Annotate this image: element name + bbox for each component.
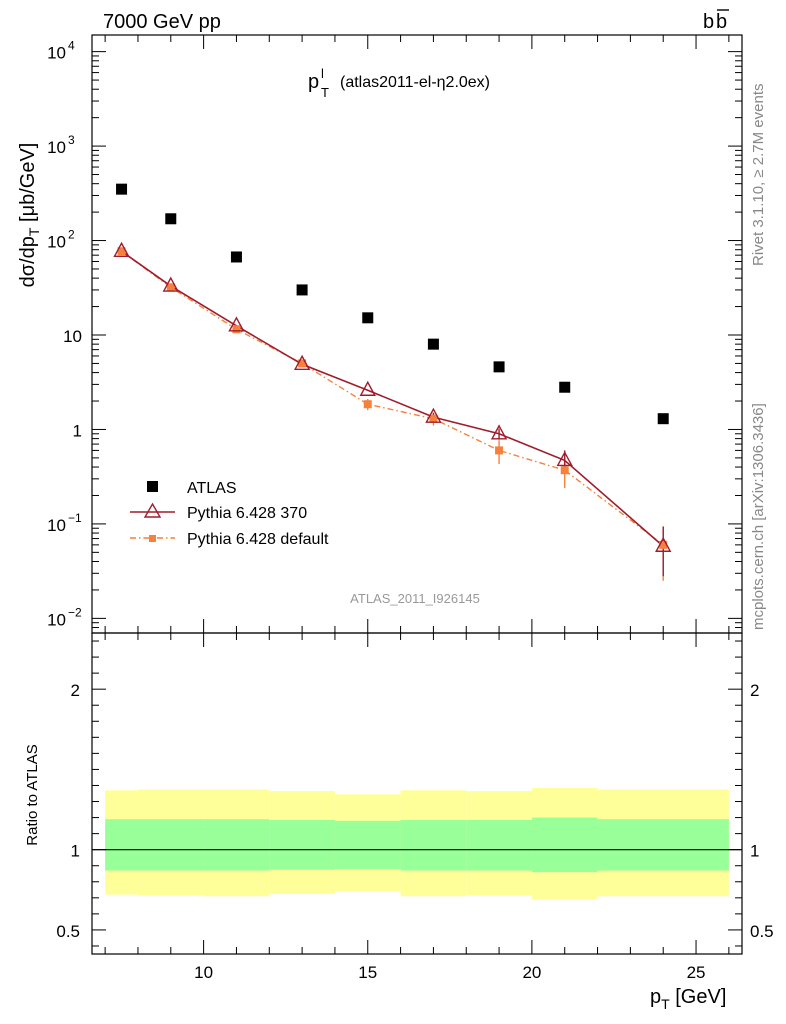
x-tick-label: 25 [687,963,706,982]
ratio-y-tick-label-right: 1 [750,842,759,861]
pythia370-point [556,450,573,467]
y-tick-label: 10 [47,516,66,535]
pythia-default-point [363,400,372,409]
ratio-plot-area [92,787,742,900]
analysis-watermark: ATLAS_2011_I926145 [350,591,480,606]
ratio-y-axis-label: Ratio to ATLAS [24,744,41,845]
pythia-default-point [232,325,241,334]
main-y-axis-label: dσ/dpT [μb/GeV] [17,143,42,288]
pythia370-point [293,354,311,370]
atlas-data-point [657,413,669,425]
y-tick-label-exponent: −1 [68,511,82,525]
x-axis-label: pT [GeV] [650,986,726,1012]
pythia370-point [490,424,508,440]
legend-pythia370-marker [143,502,162,518]
atlas-data-point [493,361,505,373]
atlas-data-point [296,284,308,296]
atlas-data-point [116,183,128,195]
ratio-plot-axes: 10 15 20 25 0.5 0.5 1 1 2 2 [56,633,774,982]
ratio-y-tick-label-right: 2 [750,681,759,700]
pythia370-point [162,276,179,292]
ratio-y-tick-label: 0.5 [56,922,80,941]
header-process-bbar: b [716,11,727,33]
atlas-data-point [427,338,439,350]
y-tick-label: 10 [47,44,66,63]
x-tick-label: 10 [194,963,213,982]
mcplots-credit: mcplots.cern.ch [arXiv:1306.3436] [750,403,767,630]
series-pythia370-line [121,250,664,547]
ratio-y-tick-label-right: 0.5 [750,922,774,941]
y-tick-label-exponent: 4 [68,39,75,53]
series-pythia-default-line [121,250,664,546]
ratio-y-tick-label: 2 [71,681,80,700]
legend-pythia370-label: Pythia 6.428 370 [187,505,307,522]
y-tick-label-exponent: 3 [68,133,75,147]
y-tick-label-exponent: −2 [68,605,82,619]
x-axis-label-text: pT [GeV] [650,986,726,1012]
x-tick-label: 15 [358,963,377,982]
pythia370-point [425,407,442,423]
atlas-data-point [230,251,242,263]
legend: ATLAS Pythia 6.428 370 Pythia 6.428 defa… [130,480,329,548]
pythia-default-point [659,540,668,549]
ratio-band-inner-5 [400,819,467,871]
rivet-version: Rivet 3.1.10, ≥ 2.7M events [750,84,767,267]
ratio-band-inner-2 [203,819,270,871]
y-tick-label: 1 [73,421,82,440]
header-process-b: b [703,11,714,33]
y-tick-label: 10 [47,138,66,157]
plot-title: p l T (atlas2011-el-η2.0ex) [308,66,490,100]
legend-pythia-default-marker [149,535,156,542]
pythia-default-point [298,359,307,368]
pythia-default-point [429,414,438,423]
ratio-band-inner-6 [466,819,532,871]
header-energy: 7000 GeV pp [103,11,221,33]
atlas-data-point [165,213,177,225]
pythia370-point [228,316,245,332]
ratio-band-inner-1 [137,819,204,871]
pythia-default-point [166,283,175,292]
pythia-default-point [560,466,569,475]
y-tick-label: 10 [47,610,66,629]
title-sub: T [321,85,329,100]
atlas-data-point [559,381,571,393]
ratio-band-inner-0 [105,819,138,871]
pythia-default-point [495,446,504,455]
ratio-plot-frame [91,632,743,955]
pythia-default-point [117,247,126,256]
main-y-axis-label-text: dσ/dpT [μb/GeV] [17,143,42,288]
y-tick-label-exponent: 2 [68,228,75,242]
ratio-band-inner-4 [334,820,401,869]
ratio-y-tick-label: 1 [71,842,80,861]
pythia370-point [113,241,130,257]
y-tick-label: 10 [63,327,82,346]
legend-atlas-marker [147,481,158,492]
pythia370-point [359,380,376,396]
ratio-band-inner-3 [269,819,335,870]
title-detail: (atlas2011-el-η2.0ex) [340,74,490,91]
y-tick-label: 10 [47,233,66,252]
title-sup: l [321,66,324,81]
main-plot-data [113,183,672,581]
title-p: p [308,71,319,93]
ratio-band-inner-8 [597,819,729,871]
legend-atlas-label: ATLAS [187,480,237,497]
atlas-data-point [362,312,374,324]
ratio-band-inner-7 [531,817,598,873]
x-tick-label: 20 [522,963,541,982]
pythia370-point [655,536,672,552]
legend-pythia-default-label: Pythia 6.428 default [187,531,329,548]
